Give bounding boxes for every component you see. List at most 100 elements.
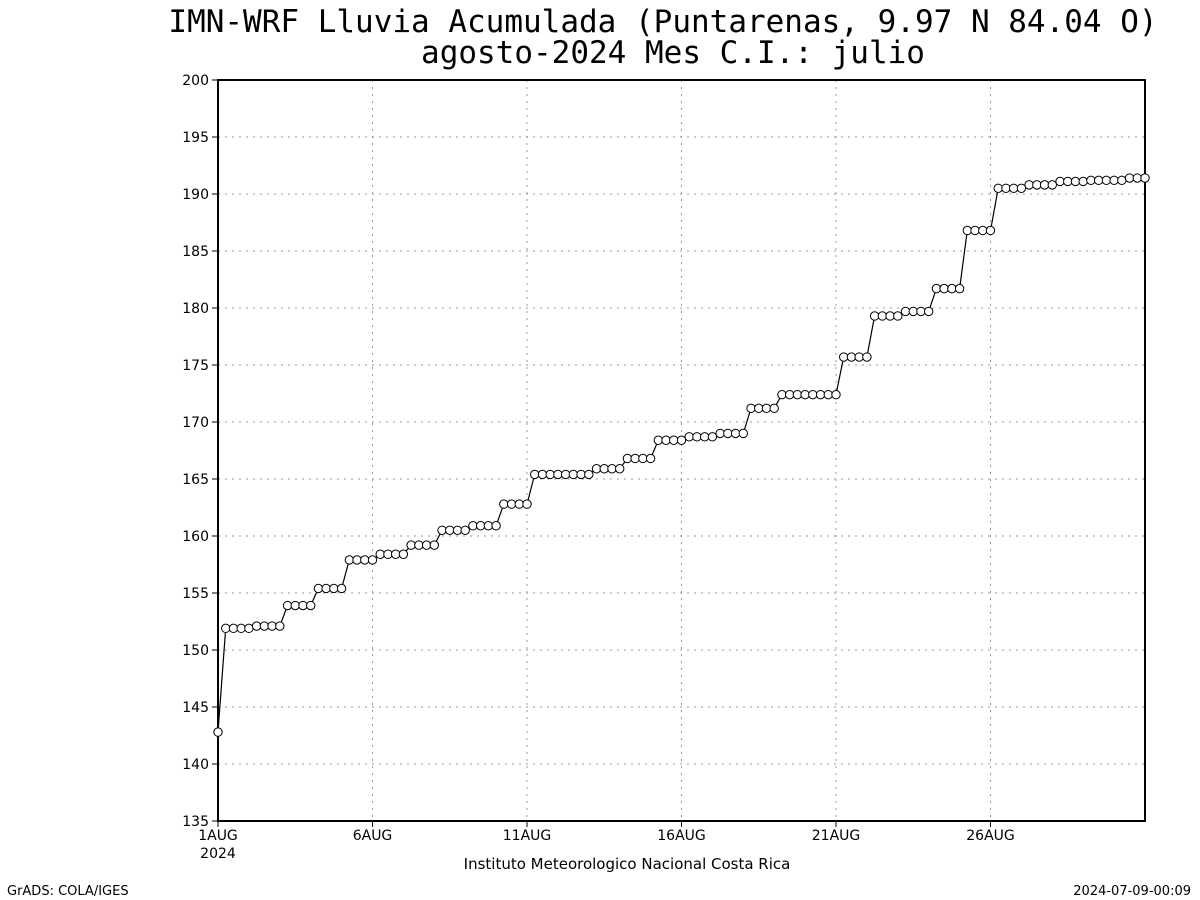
data-point <box>313 583 324 594</box>
data-point <box>900 306 911 317</box>
data-point <box>352 555 362 565</box>
x-tick-label: 6AUG <box>353 828 393 844</box>
data-point <box>445 525 455 535</box>
data-point <box>414 540 424 550</box>
data-point <box>792 389 803 400</box>
data-point <box>676 435 687 445</box>
grid-lines <box>218 80 1145 821</box>
y-tick-label: 140 <box>182 757 209 773</box>
chart-title-line2: agosto-2024 Mes C.I.: julio <box>421 35 925 71</box>
data-point <box>491 521 501 531</box>
y-tick-label: 165 <box>182 472 209 488</box>
data-point <box>421 540 432 550</box>
data-point <box>282 600 293 611</box>
chart-title-line1: IMN-WRF Lluvia Acumulada (Puntarenas, 9.… <box>168 4 1157 40</box>
data-point <box>251 621 262 631</box>
x-tick-label: 21AUG <box>812 828 861 844</box>
data-point <box>506 499 517 509</box>
y-tick-label: 195 <box>182 130 209 146</box>
data-point <box>306 600 316 611</box>
data-point <box>429 540 439 550</box>
data-point <box>908 306 918 317</box>
data-point <box>530 469 540 480</box>
data-point <box>1063 176 1073 187</box>
data-point <box>699 432 710 442</box>
data-point <box>584 469 594 480</box>
data-point <box>576 469 586 480</box>
data-point <box>228 623 239 634</box>
data-point <box>275 621 285 631</box>
data-point <box>398 549 409 559</box>
plot-frame <box>217 79 1146 822</box>
data-point <box>823 389 833 400</box>
data-point <box>862 352 872 362</box>
y-axis-ticks: 135 140 145 150 155 160 165 170 175 180 185 190 195 2… <box>182 73 218 830</box>
data-point <box>437 525 447 535</box>
data-point <box>390 549 401 559</box>
data-point <box>784 389 795 400</box>
data-point <box>1078 176 1088 187</box>
data-point <box>290 600 300 611</box>
y-tick-label: 180 <box>182 301 209 317</box>
data-point <box>1008 183 1019 194</box>
data-point <box>607 464 617 474</box>
y-tick-label: 190 <box>182 187 209 203</box>
data-point <box>815 389 826 400</box>
data-point <box>954 283 965 294</box>
data-point <box>1109 175 1119 186</box>
y-tick-label: 160 <box>182 529 209 545</box>
data-point <box>893 311 903 321</box>
data-point <box>839 352 849 362</box>
data-point <box>993 183 1003 194</box>
data-point <box>1024 180 1034 190</box>
data-point <box>885 311 895 321</box>
data-point <box>244 623 254 634</box>
data-point <box>483 521 494 531</box>
data-point <box>869 311 880 321</box>
data-point <box>854 352 864 362</box>
timestamp-label: 2024-07-09-00:09 <box>1073 884 1191 899</box>
data-point <box>808 389 818 400</box>
data-point <box>452 525 463 535</box>
y-tick-label: 170 <box>182 415 209 431</box>
data-point <box>522 499 532 509</box>
data-point <box>298 600 308 611</box>
data-point <box>468 521 478 531</box>
data-point <box>1039 180 1050 190</box>
data-point <box>545 469 555 480</box>
data-point <box>375 549 385 559</box>
data-point <box>514 499 524 509</box>
data-point <box>970 225 980 236</box>
y-tick-label: 175 <box>182 358 209 374</box>
data-point <box>730 428 741 439</box>
data-point <box>630 453 640 464</box>
data-point <box>591 464 602 474</box>
data-point <box>1140 173 1150 183</box>
data-point <box>321 583 331 594</box>
data-point <box>499 499 509 509</box>
y-tick-label: 185 <box>182 244 209 260</box>
data-point <box>684 432 694 442</box>
y-tick-label: 150 <box>182 643 209 659</box>
data-point <box>947 283 957 294</box>
data-point <box>846 352 857 362</box>
data-point <box>877 311 888 321</box>
data-point <box>1016 183 1027 194</box>
footer-credit: Instituto Meteorologico Nacional Costa R… <box>464 855 791 873</box>
data-point <box>1101 175 1112 186</box>
grads-label: GrADS: COLA/IGES <box>7 884 129 899</box>
data-point <box>653 435 664 445</box>
data-point <box>754 403 764 414</box>
x-tick-label: 1AUG <box>198 828 238 844</box>
data-point <box>661 435 671 445</box>
data-point <box>1093 175 1104 186</box>
data-point <box>777 389 787 400</box>
data-point <box>692 432 702 442</box>
data-point <box>406 540 416 550</box>
data-point <box>329 583 339 594</box>
data-point <box>761 403 772 414</box>
data-point <box>800 389 810 400</box>
x-tick-sublabel: 2024 <box>200 846 236 862</box>
data-point <box>383 549 393 559</box>
data-point <box>638 453 648 464</box>
